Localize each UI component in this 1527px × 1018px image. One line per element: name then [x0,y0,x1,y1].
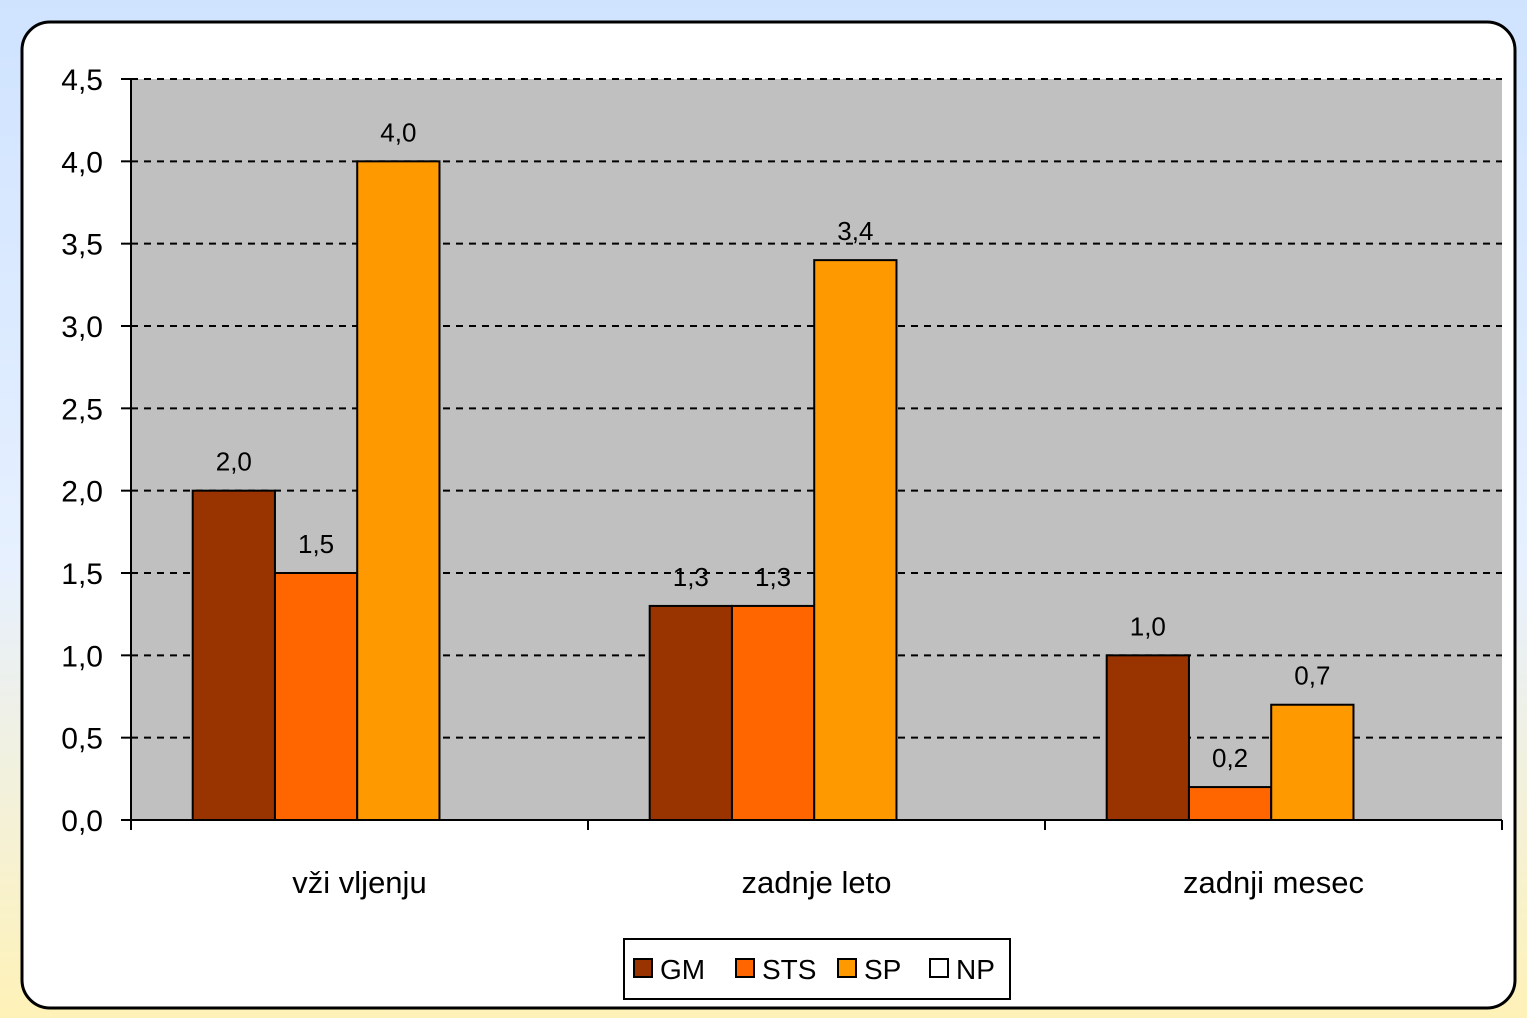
legend-swatch [837,958,857,978]
data-label: 1,0 [1130,611,1166,641]
legend-label: GM [660,954,705,985]
legend-label: NP [956,954,995,985]
y-tick-label: 1,5 [61,558,103,591]
data-label: 1,3 [673,562,709,592]
y-tick-label: 4,0 [61,146,103,179]
data-label: 4,0 [380,117,416,147]
legend-label: STS [762,954,816,985]
bar [191,489,276,821]
data-label: 0,2 [1212,743,1248,773]
legend-label: SP [864,954,901,985]
bar [356,160,441,822]
legend-swatch [929,958,949,978]
y-tick-label: 1,0 [61,640,103,673]
data-label: 1,5 [298,529,334,559]
legend-swatch [633,958,653,978]
y-tick-label: 4,5 [61,64,103,97]
data-label: 1,3 [755,562,791,592]
data-labels: 2,0 1,5 4,0 1,3 1,3 3,4 1,0 0,2 0,7 [216,117,1331,773]
data-label: 2,0 [216,447,252,477]
y-tick-label: 3,5 [61,229,103,262]
bar [1187,786,1273,821]
bar [813,259,898,821]
y-tick-label: 3,0 [61,311,103,344]
y-tick-label: 2,5 [61,393,103,426]
legend: GM STS SP NP [623,938,1011,1000]
category-label: zadnji mesec [1183,865,1364,900]
axes: vži vljenju zadnje leto zadnji mesec 0,0 0,5… [61,64,1503,900]
y-tick-label: 0,0 [61,805,103,838]
bar [648,604,733,822]
bars [191,160,1355,822]
bar [273,572,359,821]
category-label: vži vljenju [292,865,426,900]
category-label: zadnje leto [742,865,892,900]
data-label: 3,4 [837,216,873,246]
y-tick-label: 0,5 [61,723,103,756]
bar [730,604,816,822]
data-label: 0,7 [1294,661,1330,691]
bar [1270,703,1355,822]
bar [1105,654,1190,821]
y-tick-label: 2,0 [61,476,103,509]
legend-swatch [735,958,755,978]
